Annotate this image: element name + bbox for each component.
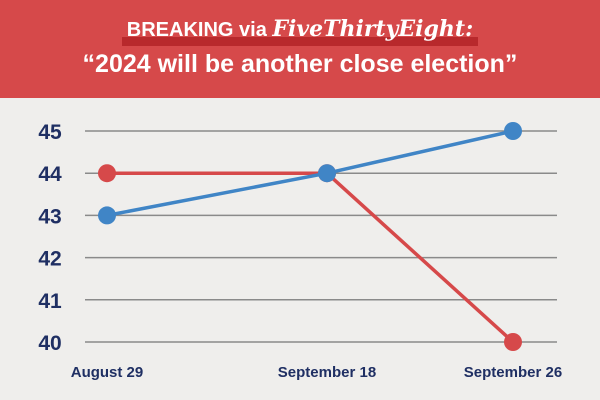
x-tick-label: September 18: [278, 364, 376, 381]
y-tick-label: 42: [38, 248, 61, 271]
kicker-brand: FiveThirtyEight:: [272, 16, 474, 42]
y-tick-label: 44: [38, 163, 62, 186]
y-tick-label: 43: [38, 205, 61, 228]
series-point: [504, 122, 522, 140]
x-tick-label: August 29: [71, 364, 144, 381]
series-point: [98, 206, 116, 225]
series-point: [504, 333, 522, 351]
header-banner: BREAKING via FiveThirtyEight: “2024 will…: [0, 0, 600, 98]
y-tick-label: 40: [38, 332, 61, 355]
series-point: [98, 164, 116, 183]
x-tick-label: September 26: [464, 364, 562, 381]
kicker: BREAKING via FiveThirtyEight:: [0, 16, 600, 42]
series-point: [318, 164, 336, 183]
kicker-prefix: BREAKING via: [126, 19, 273, 41]
kicker-highlight: [122, 37, 478, 46]
y-tick-label: 45: [38, 121, 62, 144]
y-tick-label: 41: [38, 290, 62, 313]
headline: “2024 will be another close election”: [82, 50, 518, 78]
